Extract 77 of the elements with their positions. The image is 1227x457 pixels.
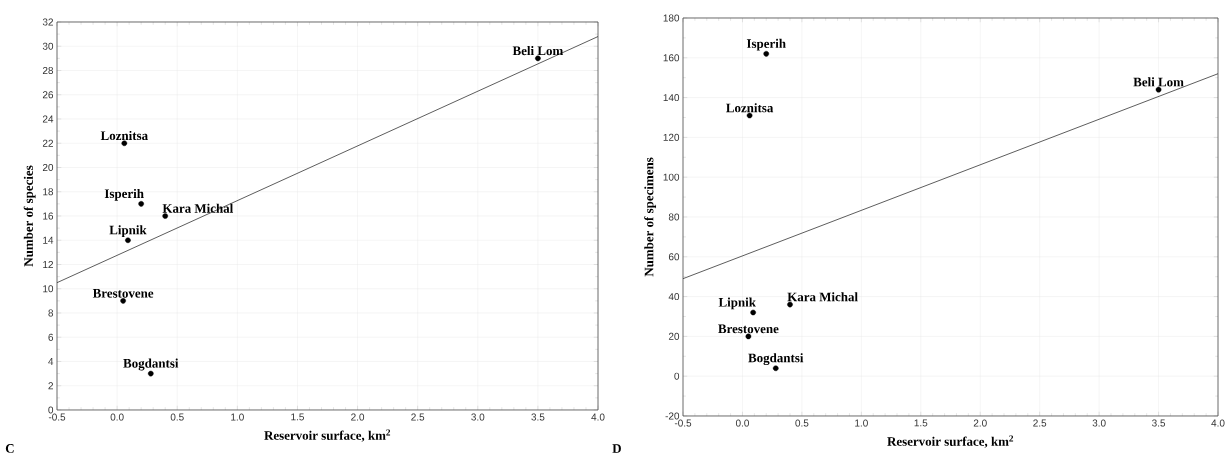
x-tick-label: 1.5 xyxy=(914,419,928,427)
y-tick-label: 32 xyxy=(42,18,53,26)
y-tick-label: 6 xyxy=(48,333,54,341)
annotation: Kara Michal xyxy=(787,292,858,302)
y-tick-label: 4 xyxy=(48,358,54,365)
x-tick-label: 2.5 xyxy=(1033,419,1047,427)
annotation: Brestovene xyxy=(718,324,779,334)
annotation: Bogdantsi xyxy=(748,353,804,366)
y-tick-label: 16 xyxy=(43,212,54,220)
y-tick-label: 180 xyxy=(663,14,680,22)
y-tick-label: 100 xyxy=(663,173,680,181)
x-tick-label: 3.0 xyxy=(471,413,485,421)
y-tick-label: 12 xyxy=(43,261,53,268)
y-tick-label: 20 xyxy=(42,163,54,172)
x-tick-label: 1.0 xyxy=(231,413,244,421)
point xyxy=(535,55,541,62)
point xyxy=(772,365,779,372)
y-tick-label: 40 xyxy=(668,293,680,301)
x-axis-title: Reservoir surface, km$^{2}$ xyxy=(887,435,1014,448)
y-axis-title: Number of specimens xyxy=(644,157,657,277)
annotation: Beli Lom xyxy=(512,46,564,56)
text: C xyxy=(5,444,14,453)
y-tick-label: 28 xyxy=(42,66,54,75)
y-tick-label: 8 xyxy=(48,309,54,317)
y-tick-label: 0 xyxy=(674,372,680,380)
annotation: Loznitsa xyxy=(726,103,774,113)
y-tick-label: 26 xyxy=(42,91,54,99)
point xyxy=(125,237,131,244)
y-tick-label: 2 xyxy=(48,382,53,390)
y-tick-label: 24 xyxy=(42,115,54,123)
x-tick-label: 0.5 xyxy=(795,419,809,427)
x-tick-label: 4.0 xyxy=(1211,419,1225,427)
text: D xyxy=(612,444,621,453)
y-tick-label: 60 xyxy=(668,253,680,261)
point xyxy=(138,201,144,207)
y-tick-label: 140 xyxy=(663,94,680,102)
x-tick-label: 2.0 xyxy=(973,419,987,427)
y-tick-label: 160 xyxy=(663,54,680,62)
point xyxy=(162,213,168,219)
annotation: Bogdantsi xyxy=(123,358,179,371)
annotation: Isperih xyxy=(746,38,786,51)
y-tick-label: 120 xyxy=(663,133,680,141)
x-tick-label: 1.0 xyxy=(855,419,868,427)
y-tick-label: 10 xyxy=(43,285,54,293)
x-tick-label: -0.5 xyxy=(48,413,66,421)
annotation: Isperih xyxy=(104,188,144,201)
x-tick-label: 3.0 xyxy=(1092,419,1106,427)
x-tick-label: 0.0 xyxy=(735,419,749,427)
point xyxy=(120,298,126,304)
x-tick-label: 2.0 xyxy=(351,413,365,421)
y-tick-label: 18 xyxy=(43,188,54,196)
x-tick-label: 4.0 xyxy=(591,413,605,421)
point xyxy=(763,51,770,57)
annotation: Lipnik xyxy=(109,225,147,238)
x-tick-label: -0.5 xyxy=(674,419,692,427)
x-tick-label: 0.5 xyxy=(170,413,184,421)
y-tick-label: 20 xyxy=(668,332,680,340)
annotation: Loznitsa xyxy=(100,130,148,141)
x-tick-label: 3.5 xyxy=(531,413,545,421)
y-tick-label: 14 xyxy=(43,236,54,244)
annotation: Kara Michal xyxy=(162,203,234,213)
annotation: Beli Lom xyxy=(1133,77,1184,87)
x-tick-label: 2.5 xyxy=(411,413,425,421)
y-tick-label: -20 xyxy=(665,412,680,420)
y-tick-label: 0 xyxy=(48,406,54,414)
y-tick-label: 80 xyxy=(668,213,680,221)
x-tick-label: 0.0 xyxy=(110,413,124,421)
annotation: Brestovene xyxy=(92,289,154,298)
y-tick-label: 30 xyxy=(42,42,54,50)
annotation: Lipnik xyxy=(718,297,756,310)
x-tick-label: 3.5 xyxy=(1152,419,1166,427)
point xyxy=(1155,86,1162,93)
y-axis-title: Number of species xyxy=(23,165,36,267)
x-tick-label: 1.5 xyxy=(291,413,304,421)
x-axis-title: Reservoir surface, km$^{2}$ xyxy=(264,429,391,442)
point xyxy=(121,140,128,147)
y-tick-label: 22 xyxy=(42,139,53,147)
